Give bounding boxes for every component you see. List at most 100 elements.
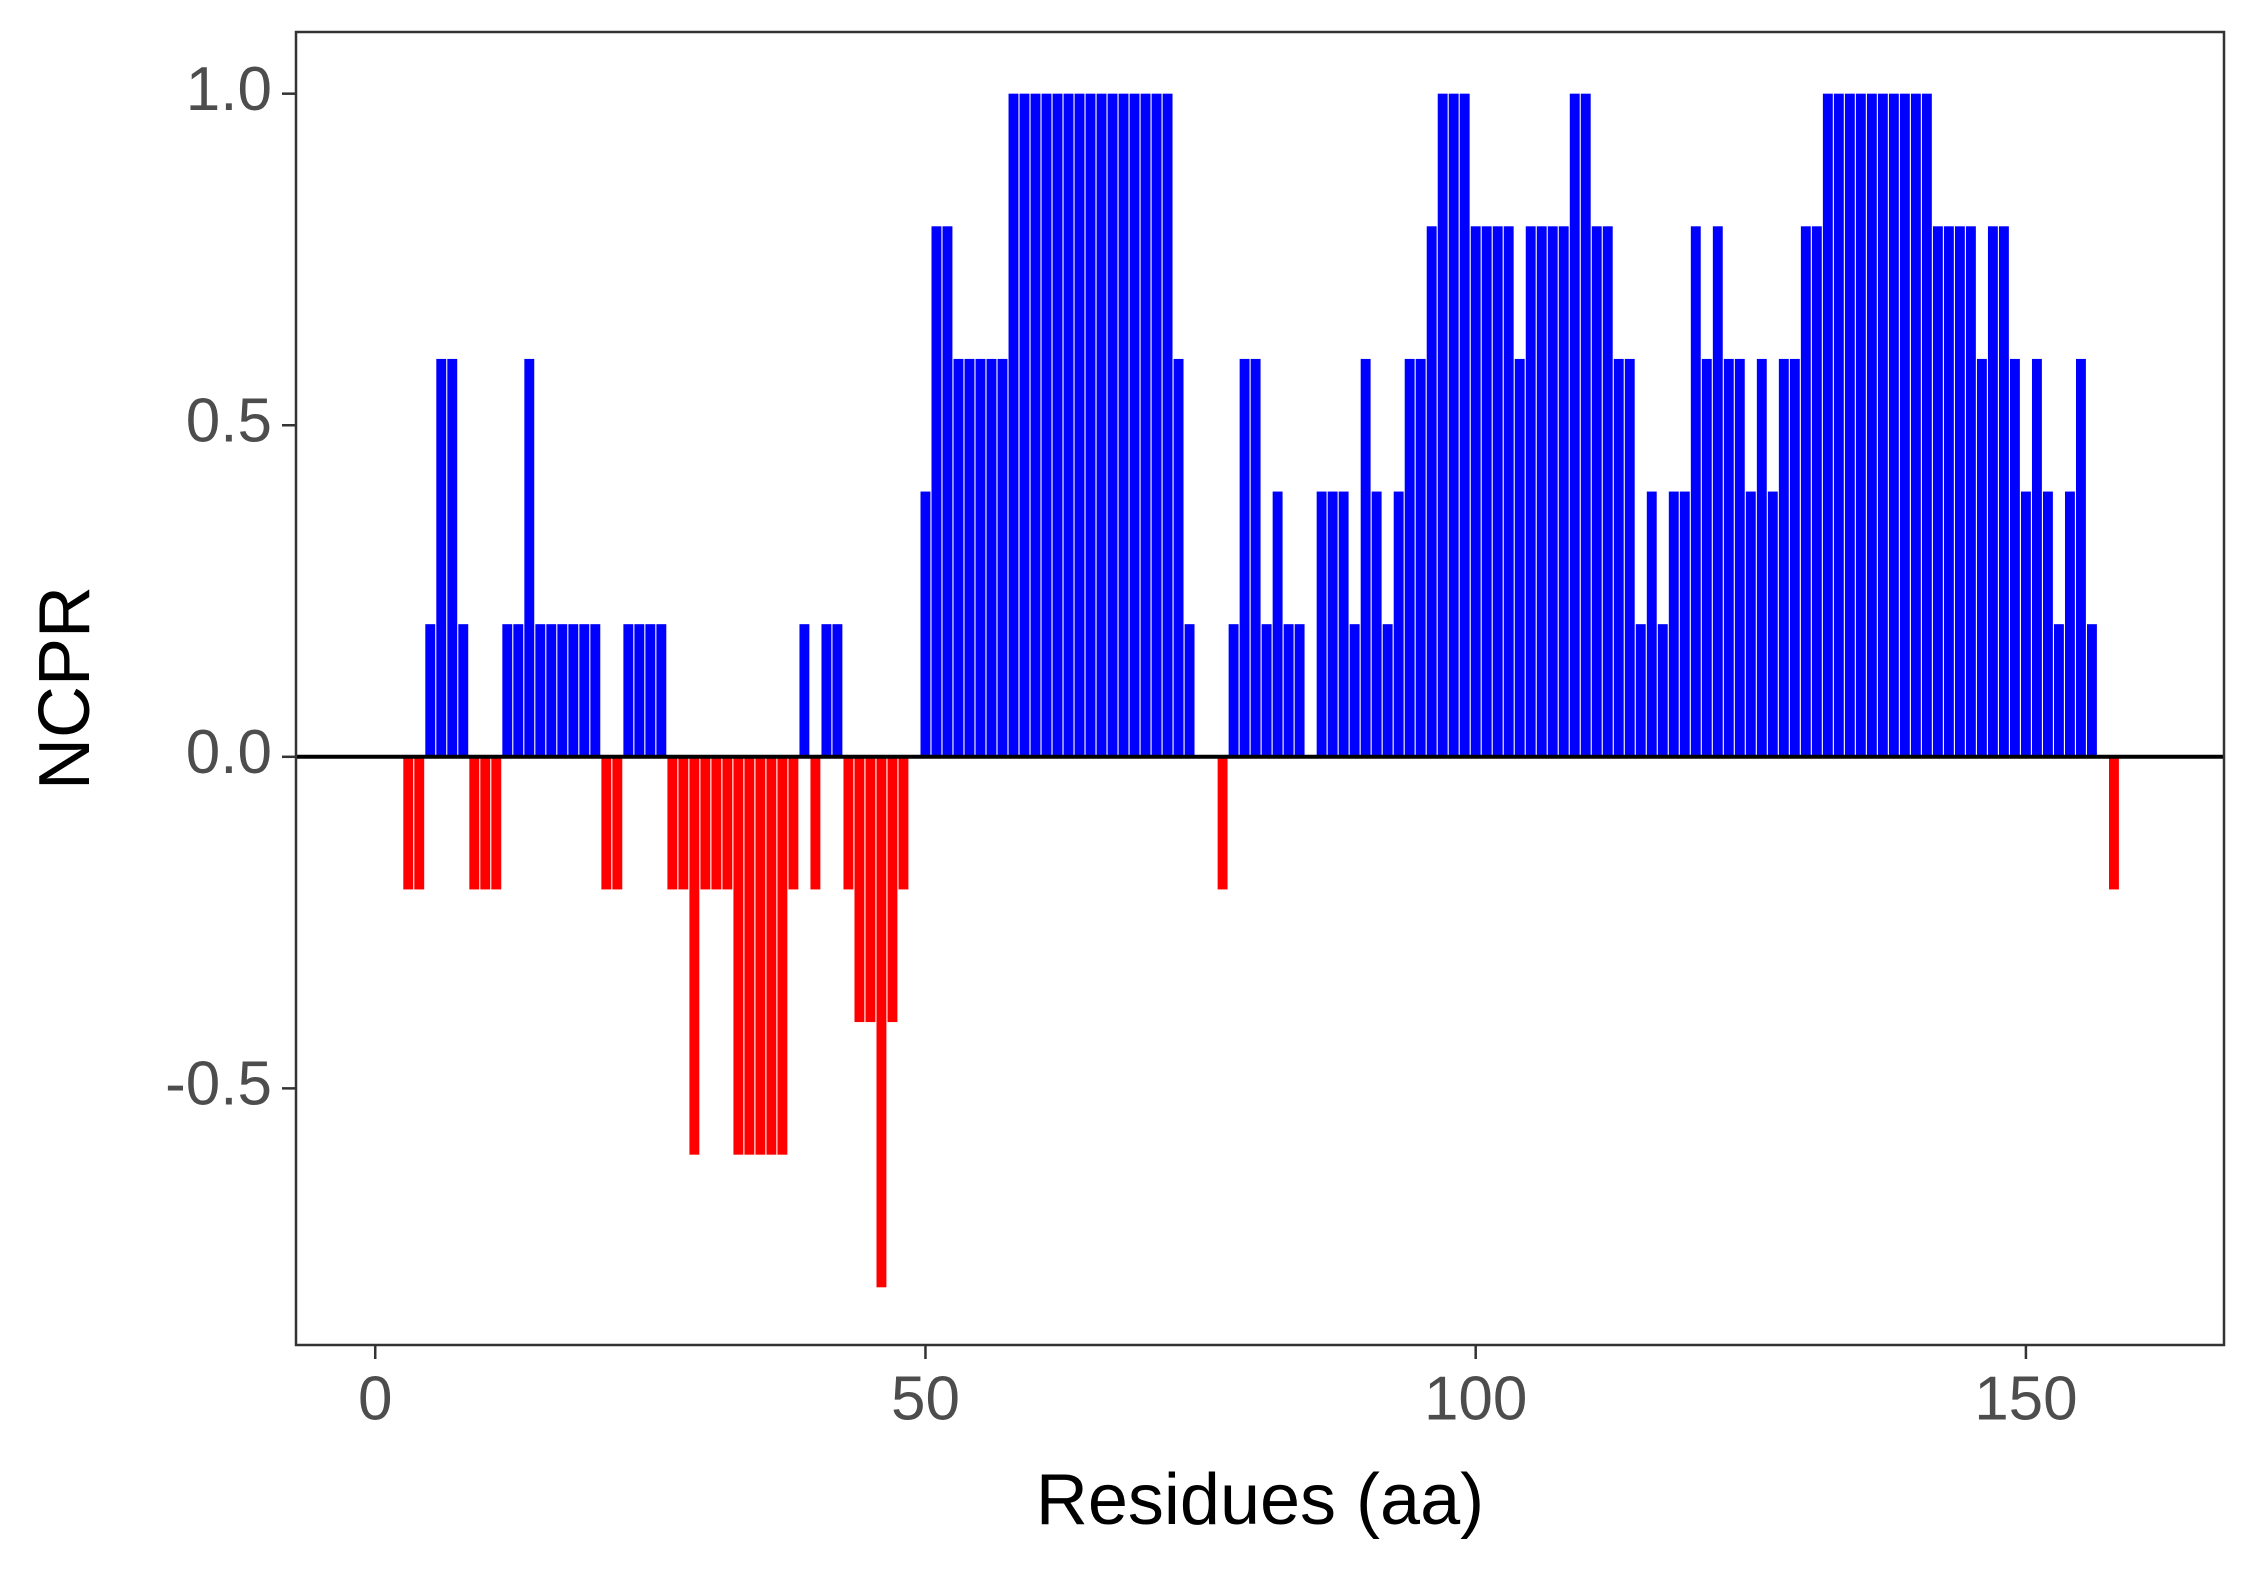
bar	[436, 358, 447, 757]
bar	[1866, 93, 1877, 757]
bar	[425, 624, 436, 757]
bar	[2053, 624, 2064, 757]
bar	[1393, 491, 1404, 757]
x-tick-label: 50	[891, 1364, 960, 1433]
bar	[887, 756, 898, 1023]
panel-border	[294, 30, 2226, 1347]
bar	[1602, 226, 1613, 757]
bar	[733, 756, 744, 1155]
x-tick-label: 0	[358, 1364, 392, 1433]
bar	[1547, 226, 1558, 757]
y-tick-label: -0.5	[165, 1050, 272, 1119]
bar	[1877, 93, 1888, 757]
bar	[799, 624, 810, 757]
bar	[2042, 491, 2053, 757]
bar	[1283, 624, 1294, 757]
bar	[1536, 226, 1547, 757]
bar	[403, 756, 414, 890]
bar	[579, 624, 590, 757]
bar	[777, 756, 788, 1155]
bar	[1569, 93, 1580, 757]
bar	[986, 358, 997, 757]
bar	[469, 756, 480, 890]
bar	[1316, 491, 1327, 757]
bar	[1613, 358, 1624, 757]
bar	[1107, 93, 1118, 757]
bar	[1657, 624, 1668, 757]
bar	[1635, 624, 1646, 757]
bar	[1459, 93, 1470, 757]
bar	[964, 358, 975, 757]
x-tick-label: 150	[1974, 1364, 2077, 1433]
bar	[623, 624, 634, 757]
bar	[1019, 93, 1030, 757]
bar	[1360, 358, 1371, 757]
bar	[1811, 226, 1822, 757]
bar	[876, 756, 887, 1288]
bar	[1041, 93, 1052, 757]
bar	[1140, 93, 1151, 757]
bar	[447, 358, 458, 757]
bar	[931, 226, 942, 757]
bar	[1690, 226, 1701, 757]
bar	[535, 624, 546, 757]
bar	[755, 756, 766, 1155]
bar	[843, 756, 854, 890]
bar	[898, 756, 909, 890]
bar	[1558, 226, 1569, 757]
bar	[1404, 358, 1415, 757]
bar	[832, 624, 843, 757]
bar	[1085, 93, 1096, 757]
bar	[1668, 491, 1679, 757]
bar	[1261, 624, 1272, 757]
bar	[1624, 358, 1635, 757]
bar	[656, 624, 667, 757]
bar	[1371, 491, 1382, 757]
bar	[1899, 93, 1910, 757]
bar	[524, 358, 535, 757]
bar	[2064, 491, 2075, 757]
bar	[1965, 226, 1976, 757]
bar	[975, 358, 986, 757]
bar	[1118, 93, 1129, 757]
bar	[1492, 226, 1503, 757]
bar	[1503, 226, 1514, 757]
bar	[1514, 358, 1525, 757]
bar	[997, 358, 1008, 757]
bar	[1030, 93, 1041, 757]
bar	[667, 756, 678, 890]
bar	[1008, 93, 1019, 757]
bar	[1239, 358, 1250, 757]
bar	[1767, 491, 1778, 757]
bar	[601, 756, 612, 890]
bar	[1426, 226, 1437, 757]
bar	[865, 756, 876, 1023]
bar	[1932, 226, 1943, 757]
bar	[546, 624, 557, 757]
bar	[1910, 93, 1921, 757]
bar	[1745, 491, 1756, 757]
bar	[810, 756, 821, 890]
bar	[1646, 491, 1657, 757]
bar	[502, 624, 513, 757]
bar	[2086, 624, 2097, 757]
bar	[1855, 93, 1866, 757]
bar	[1129, 93, 1140, 757]
bar	[1338, 491, 1349, 757]
bar	[1217, 756, 1228, 890]
bar	[2009, 358, 2020, 757]
bar	[711, 756, 722, 890]
bar	[1833, 93, 1844, 757]
bar	[1250, 358, 1261, 757]
bar	[2109, 756, 2119, 890]
bar	[2031, 358, 2042, 757]
y-tick-label: 0.0	[186, 718, 272, 787]
bar	[1943, 226, 1954, 757]
bar	[1800, 226, 1811, 757]
bar	[557, 624, 568, 757]
bar	[1052, 93, 1063, 757]
bar	[1789, 358, 1800, 757]
bar	[1976, 358, 1987, 757]
bar	[788, 756, 799, 890]
